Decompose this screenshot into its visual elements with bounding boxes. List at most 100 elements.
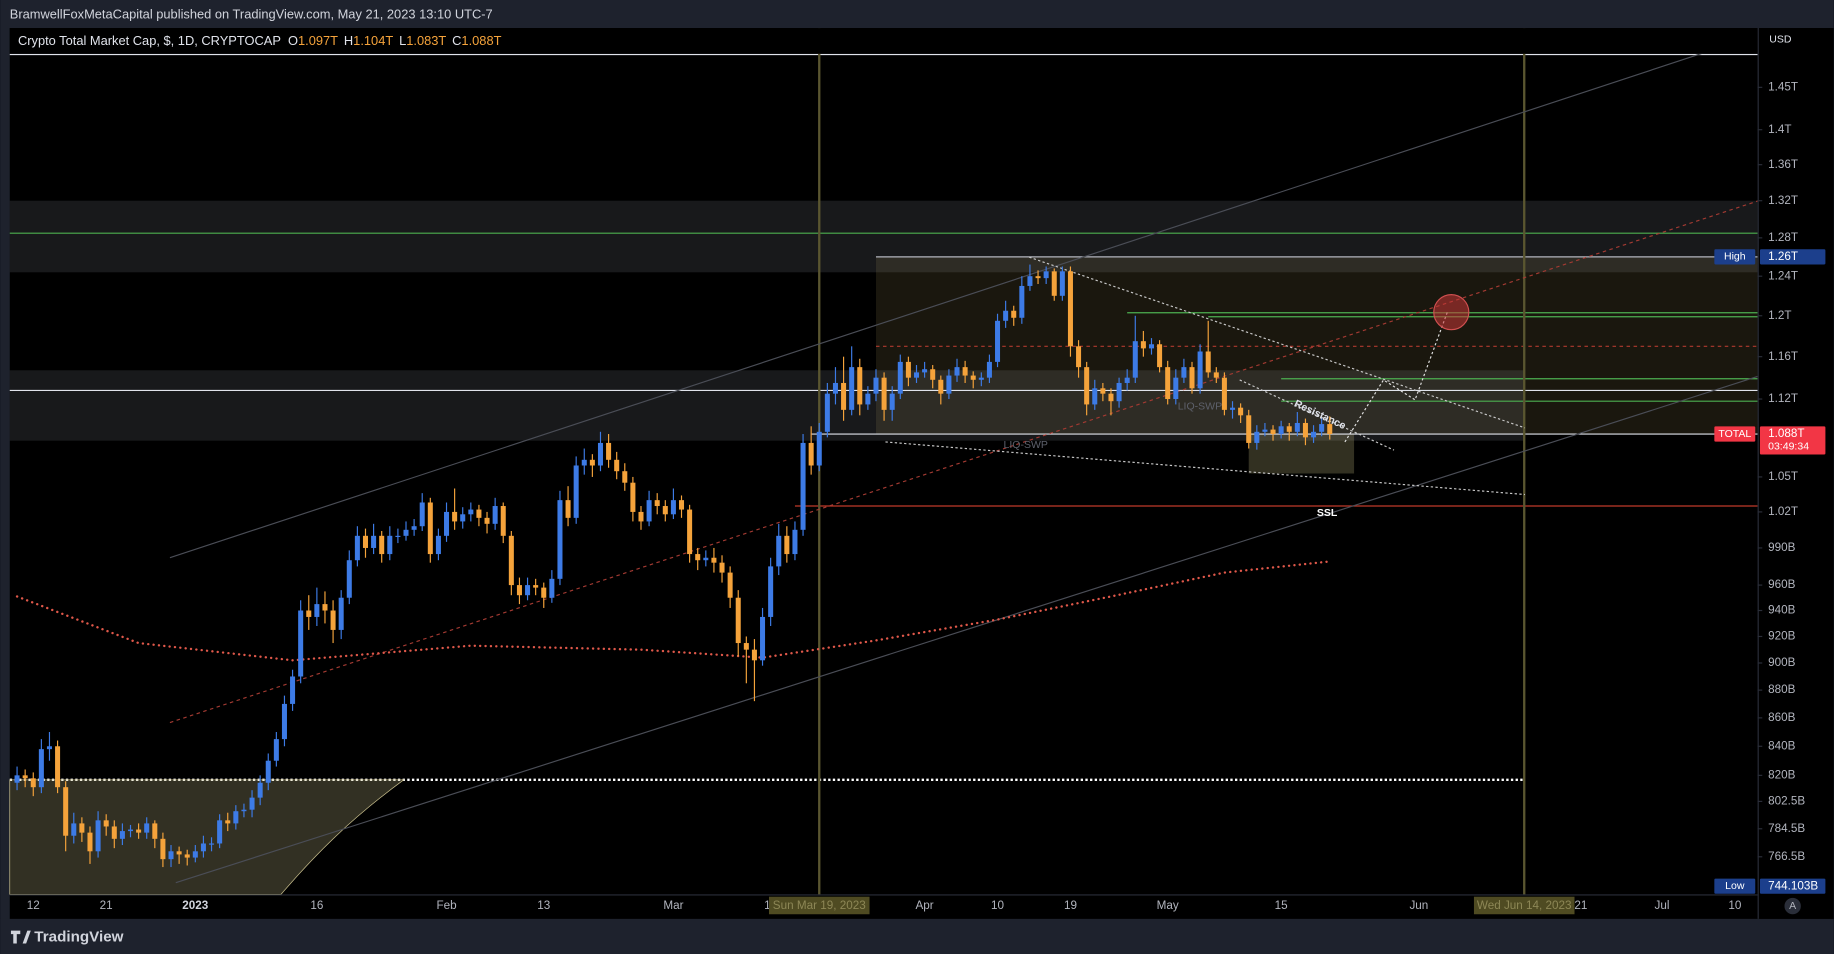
y-tick-label: 766.5B xyxy=(1768,850,1805,863)
candle-body xyxy=(1294,422,1300,432)
badge-name-bg xyxy=(1714,878,1756,894)
candle-body xyxy=(241,809,247,812)
price-axis xyxy=(1757,28,1834,919)
candle-body xyxy=(354,535,360,561)
x-tick-label: Jul xyxy=(1655,899,1670,912)
candle-body xyxy=(557,500,563,579)
legend-key: C xyxy=(452,33,461,48)
candle-body xyxy=(922,369,928,373)
zone xyxy=(9,370,1525,441)
candle-body xyxy=(857,367,863,405)
candle-body xyxy=(873,377,879,394)
candle-body xyxy=(1003,310,1009,321)
legend-value: 1.088T xyxy=(461,33,501,48)
candle-body xyxy=(711,557,717,563)
candle-body xyxy=(1067,271,1073,347)
y-tick-label: 940B xyxy=(1768,604,1796,617)
y-tick-label: 1.05T xyxy=(1768,470,1798,483)
candle-body xyxy=(1221,377,1227,410)
annotation: LIQ-SWP xyxy=(1004,439,1048,451)
candle-body xyxy=(427,502,433,555)
candle-body xyxy=(1084,367,1090,405)
candle-body xyxy=(225,820,231,824)
candle-body xyxy=(1076,346,1082,368)
legend: Crypto Total Market Cap, $, 1D, CRYPTOCA… xyxy=(18,33,502,48)
date-label-bg xyxy=(1473,896,1575,915)
candle-body xyxy=(549,578,555,598)
y-tick-label: 1.16T xyxy=(1768,350,1798,363)
candle-body xyxy=(63,787,69,836)
candle-body xyxy=(200,843,206,852)
x-tick-label: 10 xyxy=(1728,899,1742,912)
candle-body xyxy=(1019,285,1025,318)
candle-body xyxy=(841,382,847,410)
candle-body xyxy=(435,535,441,555)
date-label: Wed Jun 14, 2023 xyxy=(1477,899,1572,912)
candle-body xyxy=(1132,341,1138,378)
candle-body xyxy=(638,511,644,522)
candle-body xyxy=(119,831,125,839)
candle-body xyxy=(387,535,393,555)
auto-scale-label[interactable]: A xyxy=(1789,900,1796,912)
legend-key: L xyxy=(399,33,406,48)
candle-body xyxy=(800,442,806,530)
badge-value: 744.103B xyxy=(1768,879,1818,892)
marks-layer xyxy=(14,264,1333,868)
candle-body xyxy=(168,851,174,860)
candle-body xyxy=(257,782,263,798)
candle-body xyxy=(881,377,887,410)
candle-body xyxy=(79,823,85,833)
candle-body xyxy=(14,775,20,783)
auto-scale-button[interactable] xyxy=(1784,897,1801,915)
x-tick-label: 15 xyxy=(1275,899,1289,912)
candle-body xyxy=(403,529,409,536)
candle-body xyxy=(1035,276,1041,279)
candle-body xyxy=(338,597,344,630)
candle-body xyxy=(1230,407,1236,410)
candle-body xyxy=(176,851,182,855)
badge-value: 1.26T xyxy=(1768,250,1798,263)
candle-body xyxy=(1043,271,1049,279)
candle-body xyxy=(38,749,44,788)
candle-body xyxy=(719,562,725,573)
candle-body xyxy=(792,529,798,555)
zone xyxy=(9,200,1758,273)
candle-body xyxy=(1181,367,1187,378)
candle-body xyxy=(581,459,587,466)
candle-body xyxy=(703,557,709,561)
candle-body xyxy=(1238,407,1244,416)
candle-body xyxy=(371,535,377,548)
candle-body xyxy=(217,820,223,844)
candle-body xyxy=(330,610,336,630)
candle-body xyxy=(71,823,77,836)
candle-body xyxy=(95,820,101,852)
candle-body xyxy=(565,500,571,518)
candle-body xyxy=(1011,310,1017,318)
candle-body xyxy=(508,535,514,586)
candle-body xyxy=(22,775,28,779)
y-tick-label: 1.32T xyxy=(1768,194,1798,207)
candle-body xyxy=(111,826,117,839)
channel-line xyxy=(175,375,1758,884)
footer xyxy=(0,918,1834,954)
x-tick-label: 12 xyxy=(27,899,40,912)
candle-body xyxy=(1124,377,1130,383)
candle-body xyxy=(322,604,328,611)
candle-body xyxy=(411,526,417,530)
candle-body xyxy=(1197,351,1203,389)
candle-body xyxy=(379,535,385,555)
candle-body xyxy=(614,459,620,472)
candle-body xyxy=(1148,344,1154,349)
candle-body xyxy=(727,572,733,598)
candle-body xyxy=(541,587,547,598)
candle-body xyxy=(606,442,612,460)
target-circle xyxy=(1433,294,1470,331)
x-tick-label: 21 xyxy=(1574,899,1587,912)
candle-body xyxy=(995,320,1001,362)
candle-body xyxy=(938,379,944,394)
candle-body xyxy=(646,500,652,522)
legend-key: H xyxy=(344,33,353,48)
candle-body xyxy=(127,829,134,832)
date-label: Sun Mar 19, 2023 xyxy=(773,899,866,912)
